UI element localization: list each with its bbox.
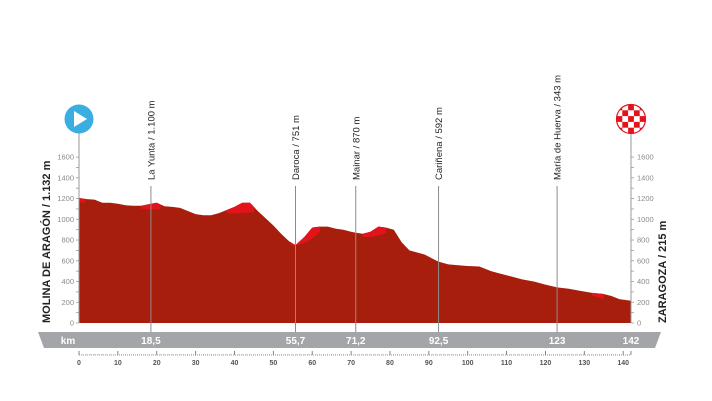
waypoint-label: Mainar / 870 m bbox=[351, 117, 362, 180]
left-elevation-axis: 0 200 400 600 800 1000 1200 1400 1600 bbox=[57, 128, 80, 328]
elevation-tick-label: 1000 bbox=[57, 215, 74, 224]
km-tick-label: 140 bbox=[617, 360, 629, 367]
elevation-tick-label: 800 bbox=[637, 236, 650, 245]
start-label: MOLINA DE ARAGÓN / 1.132 m bbox=[40, 160, 53, 323]
waypoint-label: Cariñena / 592 m bbox=[434, 107, 445, 180]
finish-label: ZARAGOZA / 215 m bbox=[657, 221, 669, 323]
elevation-tick-label: 1200 bbox=[57, 194, 74, 203]
elevation-tick-label: 0 bbox=[70, 319, 74, 328]
elevation-tick-label: 200 bbox=[61, 298, 74, 307]
km-tick-label: 50 bbox=[269, 360, 277, 367]
km-tick-label: 70 bbox=[347, 360, 355, 367]
finish-km-label: 142 bbox=[623, 336, 640, 347]
checkered-flag-circle-icon bbox=[615, 103, 647, 135]
elevation-tick-label: 600 bbox=[61, 256, 74, 265]
climb-highlight bbox=[362, 226, 387, 237]
km-tick-label: 20 bbox=[153, 360, 161, 367]
elevation-tick-label: 400 bbox=[61, 277, 74, 286]
km-tick-label: 60 bbox=[308, 360, 316, 367]
km-band-title: km bbox=[61, 336, 76, 347]
climb-highlight bbox=[79, 198, 85, 204]
km-axis: 0 10 20 30 40 50 60 70 80 90 100 110 120 130 140 bbox=[77, 351, 632, 367]
elevation-tick-label: 400 bbox=[637, 277, 650, 286]
km-tick-label: 10 bbox=[114, 360, 122, 367]
climb-highlight bbox=[290, 226, 320, 246]
elevation-tick-label: 1400 bbox=[637, 173, 654, 182]
km-tick-label: 80 bbox=[386, 360, 394, 367]
km-tick-label: 110 bbox=[501, 360, 512, 367]
climb-highlights bbox=[79, 198, 604, 299]
start-finish-labels: MOLINA DE ARAGÓN / 1.132 m ZARAGOZA / 215… bbox=[40, 160, 669, 323]
waypoint-label: Daroca / 751 m bbox=[291, 115, 302, 180]
km-band: km 18,5 55,7 71,2 92,5 123 142 bbox=[38, 323, 661, 348]
right-elevation-axis: 0 200 400 600 800 1000 1200 1400 1600 bbox=[630, 128, 654, 328]
waypoint-markers: La Yunta / 1.100 m Daroca / 751 m Mainar /… bbox=[146, 75, 564, 323]
play-circle-icon bbox=[64, 104, 94, 134]
waypoint-km-label: 18,5 bbox=[141, 336, 161, 347]
km-tick-label: 130 bbox=[578, 360, 590, 367]
climb-highlight bbox=[226, 202, 254, 214]
km-tick-label: 120 bbox=[540, 360, 552, 367]
km-tick-label: 30 bbox=[192, 360, 200, 367]
elevation-tick-label: 1200 bbox=[637, 194, 654, 203]
elevation-tick-label: 0 bbox=[637, 319, 641, 328]
elevation-tick-label: 800 bbox=[61, 236, 74, 245]
waypoint-label: María de Huerva / 343 m bbox=[553, 75, 564, 180]
waypoint-label: La Yunta / 1.100 m bbox=[146, 100, 157, 180]
elevation-tick-label: 200 bbox=[637, 298, 650, 307]
elevation-profile-area bbox=[79, 198, 631, 323]
waypoint-km-label: 123 bbox=[549, 336, 566, 347]
waypoint-km-label: 92,5 bbox=[429, 336, 449, 347]
elevation-tick-label: 600 bbox=[637, 256, 650, 265]
km-tick-label: 40 bbox=[231, 360, 239, 367]
elevation-tick-label: 1600 bbox=[637, 153, 654, 162]
elevation-tick-label: 1400 bbox=[57, 173, 74, 182]
km-tick-label: 90 bbox=[425, 360, 433, 367]
km-band-bg bbox=[38, 332, 661, 348]
waypoint-km-label: 55,7 bbox=[286, 336, 306, 347]
elevation-tick-label: 1600 bbox=[57, 153, 74, 162]
waypoint-km-label: 71,2 bbox=[346, 336, 366, 347]
elevation-tick-label: 1000 bbox=[637, 215, 654, 224]
km-tick-label: 100 bbox=[462, 360, 474, 367]
profile-fill bbox=[79, 198, 631, 323]
climb-highlight bbox=[592, 292, 604, 299]
km-tick-label: 0 bbox=[77, 360, 81, 367]
